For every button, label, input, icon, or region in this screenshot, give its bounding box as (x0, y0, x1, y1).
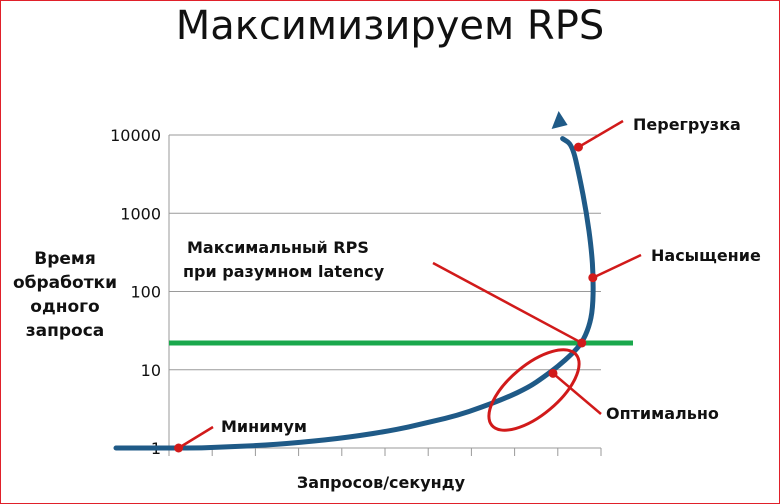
y-axis-label-line: обработки (12, 273, 118, 293)
optimal-zone-ellipse (487, 348, 581, 432)
series-line (113, 136, 596, 451)
y-axis-label-line: запроса (25, 321, 105, 341)
max-rps-leader-line (432, 261, 583, 345)
y-tick-label: 10 (141, 361, 161, 380)
x-axis-label: Запросов/секунду (296, 473, 466, 492)
y-tick-label: 10000 (110, 126, 161, 145)
y-axis-label: Время обработки одного запроса (5, 247, 125, 343)
optimal-leader-line (552, 372, 602, 415)
annotation-overload: Перегрузка (633, 115, 741, 134)
annotation-optimal: Оптимально (606, 404, 719, 423)
overload-leader-line (577, 119, 624, 149)
minimum-leader-line (177, 425, 214, 450)
annotation-max-rps-line1: Максимальный RPS (187, 238, 369, 257)
curve-arrowhead (551, 111, 568, 129)
y-tick-label: 1000 (120, 204, 161, 223)
annotation-minimum: Минимум (221, 417, 307, 436)
annotations: Перегрузка Насыщение Максимальный RPS пр… (177, 115, 761, 450)
annotation-max-rps-line2: при разумном latency (183, 262, 385, 281)
saturation-leader-line (592, 253, 642, 279)
annotation-saturation: Насыщение (651, 246, 761, 265)
x-tick-marks (168, 448, 602, 456)
chart-title: Максимизируем RPS (175, 3, 605, 49)
gridlines (168, 134, 601, 449)
curve-group (113, 111, 598, 453)
y-tick-label: 100 (130, 283, 161, 302)
y-axis-label-line: одного (30, 297, 100, 317)
y-axis-label-line: Время (34, 249, 96, 269)
